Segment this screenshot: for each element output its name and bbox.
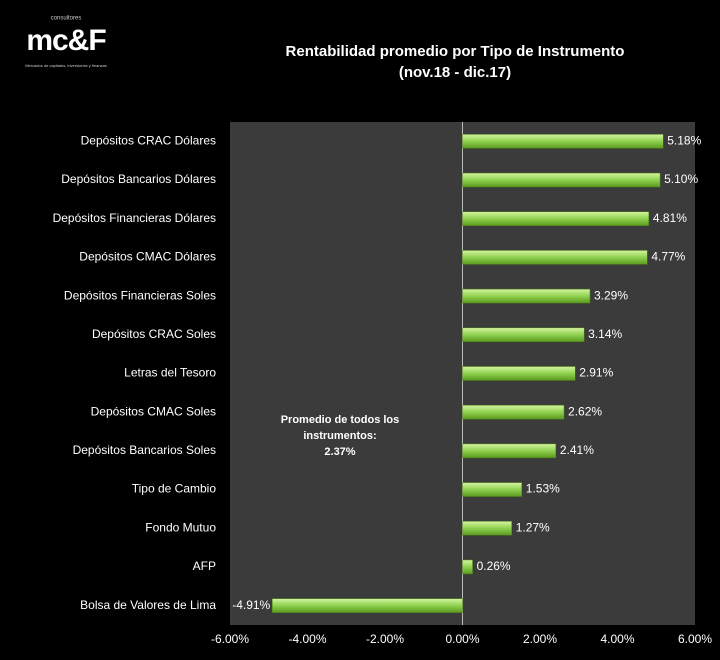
bar (462, 404, 565, 420)
value-label: 2.62% (568, 404, 602, 418)
x-tick-label: -6.00% (211, 632, 249, 646)
bar (271, 598, 463, 613)
annotation: Promedio de todos los (281, 414, 400, 426)
bar (462, 250, 648, 265)
annotation: 2.37% (324, 446, 355, 458)
value-label: 4.77% (651, 250, 685, 264)
y-tick-label: Depósitos CMAC Soles (91, 404, 216, 418)
value-label: 1.27% (516, 520, 550, 534)
x-tick-label: -4.00% (288, 632, 326, 646)
y-tick-label: Depósitos CRAC Dólares (81, 134, 216, 148)
logo-tagline: consultores (51, 16, 82, 22)
value-label: 5.10% (664, 172, 698, 186)
x-tick-label: 2.00% (523, 632, 557, 646)
bar (462, 559, 473, 575)
bar (462, 288, 591, 304)
y-tick-label: Depósitos CMAC Dólares (79, 250, 216, 264)
bar (462, 366, 576, 381)
y-tick-label: Depósitos Financieras Soles (64, 288, 216, 302)
value-label: 4.81% (653, 211, 687, 225)
x-tick-label: 6.00% (678, 632, 712, 646)
value-label: 3.14% (588, 327, 622, 341)
value-label: 1.53% (526, 482, 560, 496)
y-tick-label: Depósitos Bancarios Soles (73, 443, 216, 457)
x-tick-label: 4.00% (600, 632, 634, 646)
chart-subtitle: (nov.18 - dic.17) (399, 64, 511, 81)
bar (462, 211, 650, 226)
y-tick-label: Letras del Tesoro (124, 366, 216, 380)
y-tick-label: Depósitos Financieras Dólares (53, 211, 216, 225)
bar (462, 327, 585, 343)
bar (462, 443, 557, 459)
y-tick-label: Tipo de Cambio (132, 482, 217, 496)
y-tick-label: Bolsa de Valores de Lima (80, 598, 216, 612)
value-label: 5.18% (667, 134, 701, 148)
annotation: instrumentos: (303, 430, 376, 442)
logo-caption: Mercados de capitales, inversiones y fin… (25, 63, 107, 68)
value-label: 2.91% (579, 366, 613, 380)
value-label: 2.41% (560, 443, 594, 457)
value-label: 3.29% (594, 288, 628, 302)
x-tick-label: -2.00% (366, 632, 404, 646)
y-tick-label: Depósitos CRAC Soles (92, 327, 216, 341)
bar (462, 134, 664, 149)
y-tick-label: Fondo Mutuo (145, 520, 216, 534)
chart-title: Rentabilidad promedio por Tipo de Instru… (286, 43, 625, 60)
bar (462, 482, 523, 497)
y-tick-label: AFP (193, 559, 216, 573)
bar (462, 172, 661, 188)
value-label: -4.91% (232, 598, 270, 612)
logo: mc&F (26, 24, 106, 57)
bar (462, 521, 512, 536)
value-label: 0.26% (477, 559, 511, 573)
y-tick-label: Depósitos Bancarios Dólares (61, 172, 216, 186)
x-tick-label: 0.00% (445, 632, 479, 646)
